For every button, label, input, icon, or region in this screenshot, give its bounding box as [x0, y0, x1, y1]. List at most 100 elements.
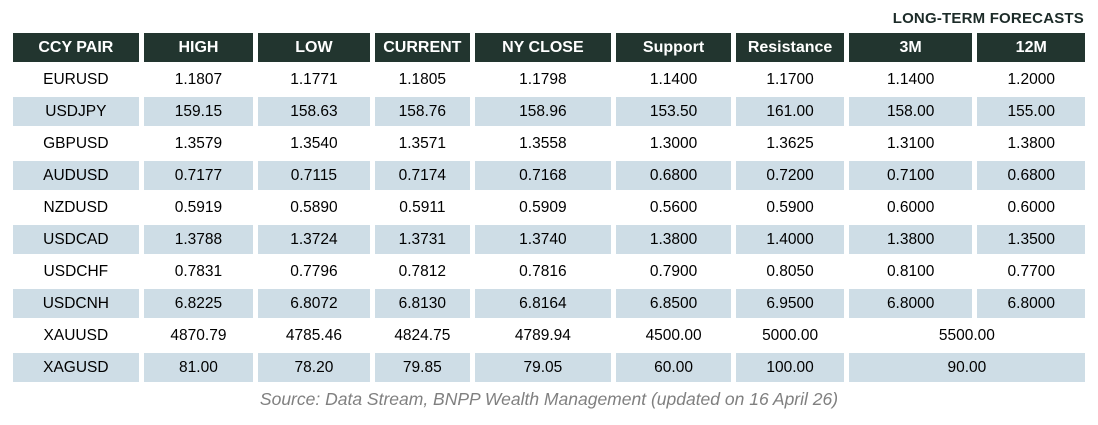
value-cell: 1.3740: [474, 225, 611, 254]
table-row-nzdusd: NZDUSD 0.5919 0.5890 0.5911 0.5909 0.5600 0.59…: [13, 193, 1085, 222]
value-cell: 0.5890: [258, 193, 370, 222]
value-cell: 0.7812: [374, 257, 470, 286]
value-cell: 0.7816: [474, 257, 611, 286]
pair-cell: AUDUSD: [13, 161, 139, 190]
value-cell: 0.7115: [258, 161, 370, 190]
value-cell: 6.8225: [143, 289, 254, 318]
column-header-12m: 12M: [977, 33, 1085, 62]
value-cell: 0.7796: [258, 257, 370, 286]
pair-cell: USDCHF: [13, 257, 139, 286]
value-cell: 161.00: [736, 97, 844, 126]
value-cell: 1.3500: [977, 225, 1085, 254]
column-header-high: HIGH: [143, 33, 254, 62]
pair-cell: USDJPY: [13, 97, 139, 126]
value-cell: 1.1798: [474, 65, 611, 94]
value-cell: 0.7200: [736, 161, 844, 190]
pair-cell: XAUUSD: [13, 321, 139, 350]
value-cell: 4785.46: [258, 321, 370, 350]
value-cell: 79.05: [474, 353, 611, 382]
value-cell: 1.1805: [374, 65, 470, 94]
value-cell: 0.6800: [615, 161, 732, 190]
value-cell: 4789.94: [474, 321, 611, 350]
value-cell: 4870.79: [143, 321, 254, 350]
value-cell: 155.00: [977, 97, 1085, 126]
value-cell: 78.20: [258, 353, 370, 382]
value-cell: 153.50: [615, 97, 732, 126]
column-header-resistance: Resistance: [736, 33, 844, 62]
value-cell: 158.76: [374, 97, 470, 126]
pair-cell: EURUSD: [13, 65, 139, 94]
column-header-3m: 3M: [848, 33, 973, 62]
merged-forecast-cell: 90.00: [848, 353, 1085, 382]
value-cell: 158.96: [474, 97, 611, 126]
pair-cell: USDCNH: [13, 289, 139, 318]
value-cell: 100.00: [736, 353, 844, 382]
forecast-table: CCY PAIR HIGH LOW CURRENT NY CLOSE Support Res…: [8, 30, 1090, 385]
value-cell: 158.00: [848, 97, 973, 126]
value-cell: 1.3800: [615, 225, 732, 254]
value-cell: 1.3788: [143, 225, 254, 254]
value-cell: 5000.00: [736, 321, 844, 350]
table-row-gbpusd: GBPUSD 1.3579 1.3540 1.3571 1.3558 1.3000 1.36…: [13, 129, 1085, 158]
value-cell: 0.7100: [848, 161, 973, 190]
value-cell: 1.3625: [736, 129, 844, 158]
value-cell: 4500.00: [615, 321, 732, 350]
value-cell: 0.6000: [977, 193, 1085, 222]
value-cell: 0.7174: [374, 161, 470, 190]
pair-cell: NZDUSD: [13, 193, 139, 222]
column-header-support: Support: [615, 33, 732, 62]
value-cell: 1.3724: [258, 225, 370, 254]
value-cell: 0.7831: [143, 257, 254, 286]
value-cell: 0.8100: [848, 257, 973, 286]
value-cell: 6.8500: [615, 289, 732, 318]
table-row-eurusd: EURUSD 1.1807 1.1771 1.1805 1.1798 1.1400 1.17…: [13, 65, 1085, 94]
value-cell: 1.3800: [977, 129, 1085, 158]
value-cell: 0.5900: [736, 193, 844, 222]
value-cell: 0.7900: [615, 257, 732, 286]
value-cell: 1.3571: [374, 129, 470, 158]
value-cell: 0.5600: [615, 193, 732, 222]
column-header-current: CURRENT: [374, 33, 470, 62]
value-cell: 0.5911: [374, 193, 470, 222]
value-cell: 1.3000: [615, 129, 732, 158]
pair-cell: GBPUSD: [13, 129, 139, 158]
value-cell: 1.1807: [143, 65, 254, 94]
value-cell: 60.00: [615, 353, 732, 382]
value-cell: 0.6000: [848, 193, 973, 222]
value-cell: 0.5909: [474, 193, 611, 222]
table-row-usdcad: USDCAD 1.3788 1.3724 1.3731 1.3740 1.3800 1.40…: [13, 225, 1085, 254]
value-cell: 1.3579: [143, 129, 254, 158]
value-cell: 6.8072: [258, 289, 370, 318]
value-cell: 6.8164: [474, 289, 611, 318]
value-cell: 159.15: [143, 97, 254, 126]
source-note: Source: Data Stream, BNPP Wealth Managem…: [259, 389, 839, 409]
table-row-usdjpy: USDJPY 159.15 158.63 158.76 158.96 153.50 161.…: [13, 97, 1085, 126]
value-cell: 6.8000: [977, 289, 1085, 318]
value-cell: 1.4000: [736, 225, 844, 254]
value-cell: 1.1400: [615, 65, 732, 94]
value-cell: 6.8000: [848, 289, 973, 318]
header-row: CCY PAIR HIGH LOW CURRENT NY CLOSE Support Res…: [13, 33, 1085, 62]
pair-cell: XAGUSD: [13, 353, 139, 382]
column-header-ccy-pair: CCY PAIR: [13, 33, 139, 62]
value-cell: 1.1700: [736, 65, 844, 94]
value-cell: 0.5919: [143, 193, 254, 222]
merged-forecast-cell: 5500.00: [848, 321, 1085, 350]
table-row-usdchf: USDCHF 0.7831 0.7796 0.7812 0.7816 0.7900 0.80…: [13, 257, 1085, 286]
value-cell: 79.85: [374, 353, 470, 382]
value-cell: 81.00: [143, 353, 254, 382]
value-cell: 1.1400: [848, 65, 973, 94]
value-cell: 4824.75: [374, 321, 470, 350]
value-cell: 6.9500: [736, 289, 844, 318]
value-cell: 1.3800: [848, 225, 973, 254]
value-cell: 1.3731: [374, 225, 470, 254]
page-title: LONG-TERM FORECASTS: [892, 10, 1084, 27]
value-cell: 1.2000: [977, 65, 1085, 94]
value-cell: 0.7700: [977, 257, 1085, 286]
value-cell: 1.3540: [258, 129, 370, 158]
column-header-ny-close: NY CLOSE: [474, 33, 611, 62]
column-header-low: LOW: [258, 33, 370, 62]
value-cell: 6.8130: [374, 289, 470, 318]
value-cell: 0.7177: [143, 161, 254, 190]
